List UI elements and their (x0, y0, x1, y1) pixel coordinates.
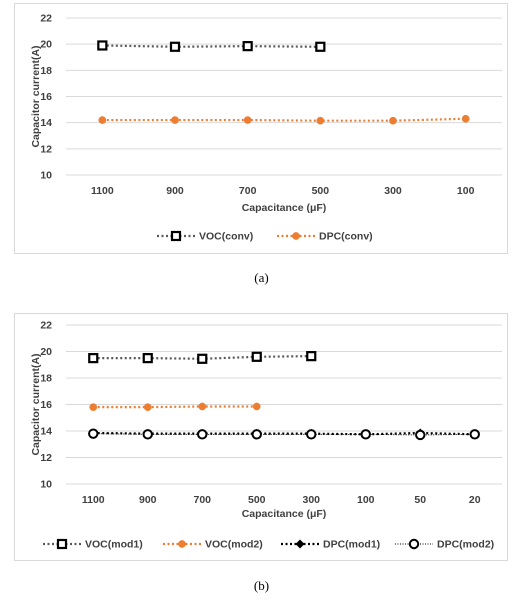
chart-panel-a: 10 12 14 16 18 20 22 1100 900 700 500 300 100 Capacit… (14, 3, 508, 254)
chart-b-data-point (198, 402, 207, 411)
chart-b-x-axis-label: Capacitance (μF) (242, 508, 327, 520)
chart-a-x-tick-label: 300 (384, 185, 402, 197)
chart-a-x-tick-label: 500 (312, 185, 330, 197)
chart-a-grid (66, 17, 502, 176)
chart-a-series-line (102, 44, 321, 48)
chart-a-legend-marker (170, 230, 182, 242)
chart-b-legend-marker (178, 540, 186, 548)
chart-b-x-tick-label: 100 (357, 494, 375, 506)
chart-a-data-point (461, 114, 470, 123)
chart-b-data-point (469, 429, 480, 440)
chart-a-legend: VOC(conv) DPC(conv) (157, 231, 373, 243)
chart-a-data-point (171, 116, 179, 124)
chart-b-y-tick-label: 20 (40, 346, 52, 358)
chart-a-x-tick-label: 100 (457, 185, 475, 197)
chart-b-grid (66, 324, 502, 485)
chart-b-y-tick-label: 18 (40, 373, 52, 385)
chart-a-x-axis-label: Capacitance (μF) (242, 202, 327, 214)
chart-b-data-point (88, 428, 99, 439)
chart-b-x-tick-label: 900 (139, 494, 157, 506)
caption-a: (a) (254, 270, 269, 285)
chart-b-data-point (306, 351, 317, 362)
chart-b-data-point (306, 429, 317, 440)
chart-b-y-tick-label: 10 (40, 479, 52, 491)
chart-a-legend-label: VOC(conv) (199, 231, 253, 243)
chart-b-data-point (142, 353, 153, 364)
chart-b-legend-label: DPC(mod2) (437, 539, 494, 551)
chart-b-data-point (89, 403, 98, 412)
chart-b-data-point (88, 353, 99, 364)
chart-a-data-point (389, 116, 397, 125)
chart-a-y-tick-label: 20 (40, 39, 52, 51)
chart-b-series-0 (88, 351, 317, 364)
chart-b-data-point (197, 353, 208, 364)
chart-b-data-point (197, 429, 208, 440)
chart-b-data-point (143, 403, 152, 412)
chart-b-series-line (93, 433, 475, 436)
chart-b-legend-label: DPC(mod1) (323, 539, 380, 551)
chart-a-data-point (98, 116, 107, 124)
chart-b-x-tick-label: 500 (248, 494, 266, 506)
chart-b-y-tick-label: 22 (40, 320, 52, 332)
chart-b-data-point (360, 429, 371, 440)
chart-b-series-1 (89, 402, 261, 412)
chart-b-legend: VOC(mod1) VOC(mod2) DPC(mod1) DPC(mod2) (43, 539, 494, 551)
chart-a-y-tick-label: 14 (40, 117, 52, 129)
chart-b-data-point (251, 351, 262, 362)
caption-b: (b) (253, 578, 270, 593)
chart-a-y-tick-label: 22 (40, 13, 52, 25)
chart-b-x-tick-label: 1100 (82, 494, 105, 506)
chart-b-series-line (93, 405, 257, 409)
chart-b-x-tick-label: 700 (193, 494, 211, 506)
chart-b-data-point (415, 429, 426, 441)
chart-a: 10 12 14 16 18 20 22 1100 900 700 500 300 100 Capacit… (30, 13, 502, 243)
chart-b-series-3 (88, 428, 480, 441)
chart-a-legend-marker (292, 232, 300, 240)
chart-a-y-axis-label: Capacitor current(A) (30, 45, 42, 147)
chart-a-legend-label: DPC(conv) (319, 231, 373, 243)
chart-panel-b: 10 12 14 16 18 20 22 1100 900 700 500 300 100 50 20 Cap… (14, 313, 508, 561)
chart-a-series-0 (97, 40, 326, 52)
chart-a-y-tick-label: 12 (40, 143, 52, 155)
chart-b-x-tick-label: 50 (414, 494, 426, 506)
chart-b-data-point (142, 429, 153, 440)
chart-b-x-tick-label: 300 (302, 494, 320, 506)
chart-a-series-1 (98, 114, 470, 125)
chart-b-y-axis-label: Capacitor current(A) (30, 353, 42, 455)
chart-a-x-tick-label: 700 (239, 185, 257, 197)
chart-b-y-tick-label: 12 (40, 452, 52, 464)
chart-a-series-line (102, 117, 466, 122)
chart-b-legend-marker (295, 539, 305, 549)
chart-b-data-point (251, 429, 262, 440)
chart-a-y-tick-label: 16 (40, 91, 52, 103)
chart-a-data-point (315, 41, 326, 52)
chart-b-y-tick-label: 16 (40, 399, 52, 411)
chart-a-x-tick-label: 1100 (91, 185, 114, 197)
chart-a-data-point (97, 40, 108, 51)
chart-b-data-point (252, 402, 261, 411)
chart-b-series-line (93, 431, 475, 436)
chart-b-y-tick-label: 14 (40, 426, 52, 438)
chart-a-y-tick-label: 10 (40, 170, 52, 182)
chart-b-x-tick-label: 20 (469, 494, 481, 506)
chart-a-y-tick-label: 18 (40, 65, 52, 77)
chart-a-data-point (316, 116, 325, 125)
chart-a-data-point (243, 116, 252, 124)
chart-a-data-point (242, 41, 253, 52)
chart-b-legend-label: VOC(mod1) (85, 539, 143, 551)
chart-a-data-point (169, 41, 181, 52)
chart-b-legend-label: VOC(mod2) (205, 539, 263, 551)
chart-a-x-tick-label: 900 (166, 185, 184, 197)
chart-b-legend-marker (408, 538, 420, 550)
chart-b-legend-marker (56, 538, 68, 550)
